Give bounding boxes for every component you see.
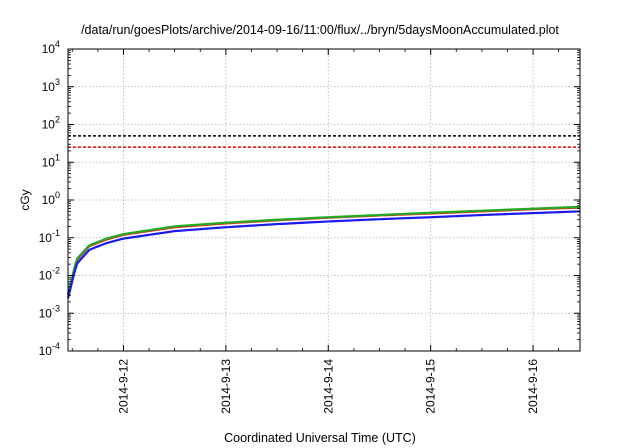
y-tick-label: 10-1 (39, 228, 60, 245)
y-tick-label-exponent: 3 (55, 77, 60, 87)
x-axis: 2014-9-12 2014-9-13 2014-9-14 2014-9-15 2014… (71, 49, 560, 414)
grid (68, 49, 580, 351)
x-tick-label: 2014-9-16 (526, 359, 540, 414)
y-tick-label-exponent: -1 (52, 228, 60, 238)
series-lines (66, 205, 581, 299)
y-tick-label-exponent: 0 (55, 190, 60, 200)
y-tick-label-exponent: 4 (55, 39, 60, 49)
y-tick-label: 10-4 (39, 341, 60, 358)
y-tick-label-base: 10 (42, 193, 56, 207)
y-tick-label: 104 (42, 39, 60, 56)
y-tick-label-base: 10 (39, 306, 53, 320)
y-tick-label-exponent: -3 (52, 303, 60, 313)
series-line-2 (66, 205, 581, 295)
x-tick-label: 2014-9-15 (424, 359, 438, 414)
y-tick-label-base: 10 (42, 80, 56, 94)
y-tick-label-base: 10 (39, 344, 53, 358)
y-tick-label-base: 10 (42, 155, 56, 169)
y-tick-label-base: 10 (42, 42, 56, 56)
y-axis-label: cGy (18, 189, 32, 210)
y-tick-label-exponent: 2 (55, 115, 60, 125)
y-tick-label-exponent: 1 (55, 152, 60, 162)
y-tick-label-base: 10 (42, 118, 56, 132)
series-line-3 (66, 210, 581, 299)
x-tick-label: 2014-9-14 (321, 359, 335, 414)
y-tick-label-exponent: -4 (52, 341, 60, 351)
x-tick-label: 2014-9-12 (116, 359, 130, 414)
y-tick-label: 103 (42, 77, 60, 94)
y-tick-label: 100 (42, 190, 60, 207)
y-tick-label: 102 (42, 115, 60, 132)
y-tick-label: 10-2 (39, 266, 60, 283)
x-axis-label: Coordinated Universal Time (UTC) (224, 431, 416, 445)
threshold-lines (68, 135, 580, 149)
y-tick-label: 101 (42, 152, 60, 169)
y-tick-label-base: 10 (39, 231, 53, 245)
y-tick-label: 10-3 (39, 303, 60, 320)
y-tick-label-exponent: -2 (52, 266, 60, 276)
chart-title: /data/run/goesPlots/archive/2014-09-16/1… (81, 23, 559, 37)
y-tick-label-base: 10 (39, 269, 53, 283)
x-tick-label: 2014-9-13 (219, 359, 233, 414)
